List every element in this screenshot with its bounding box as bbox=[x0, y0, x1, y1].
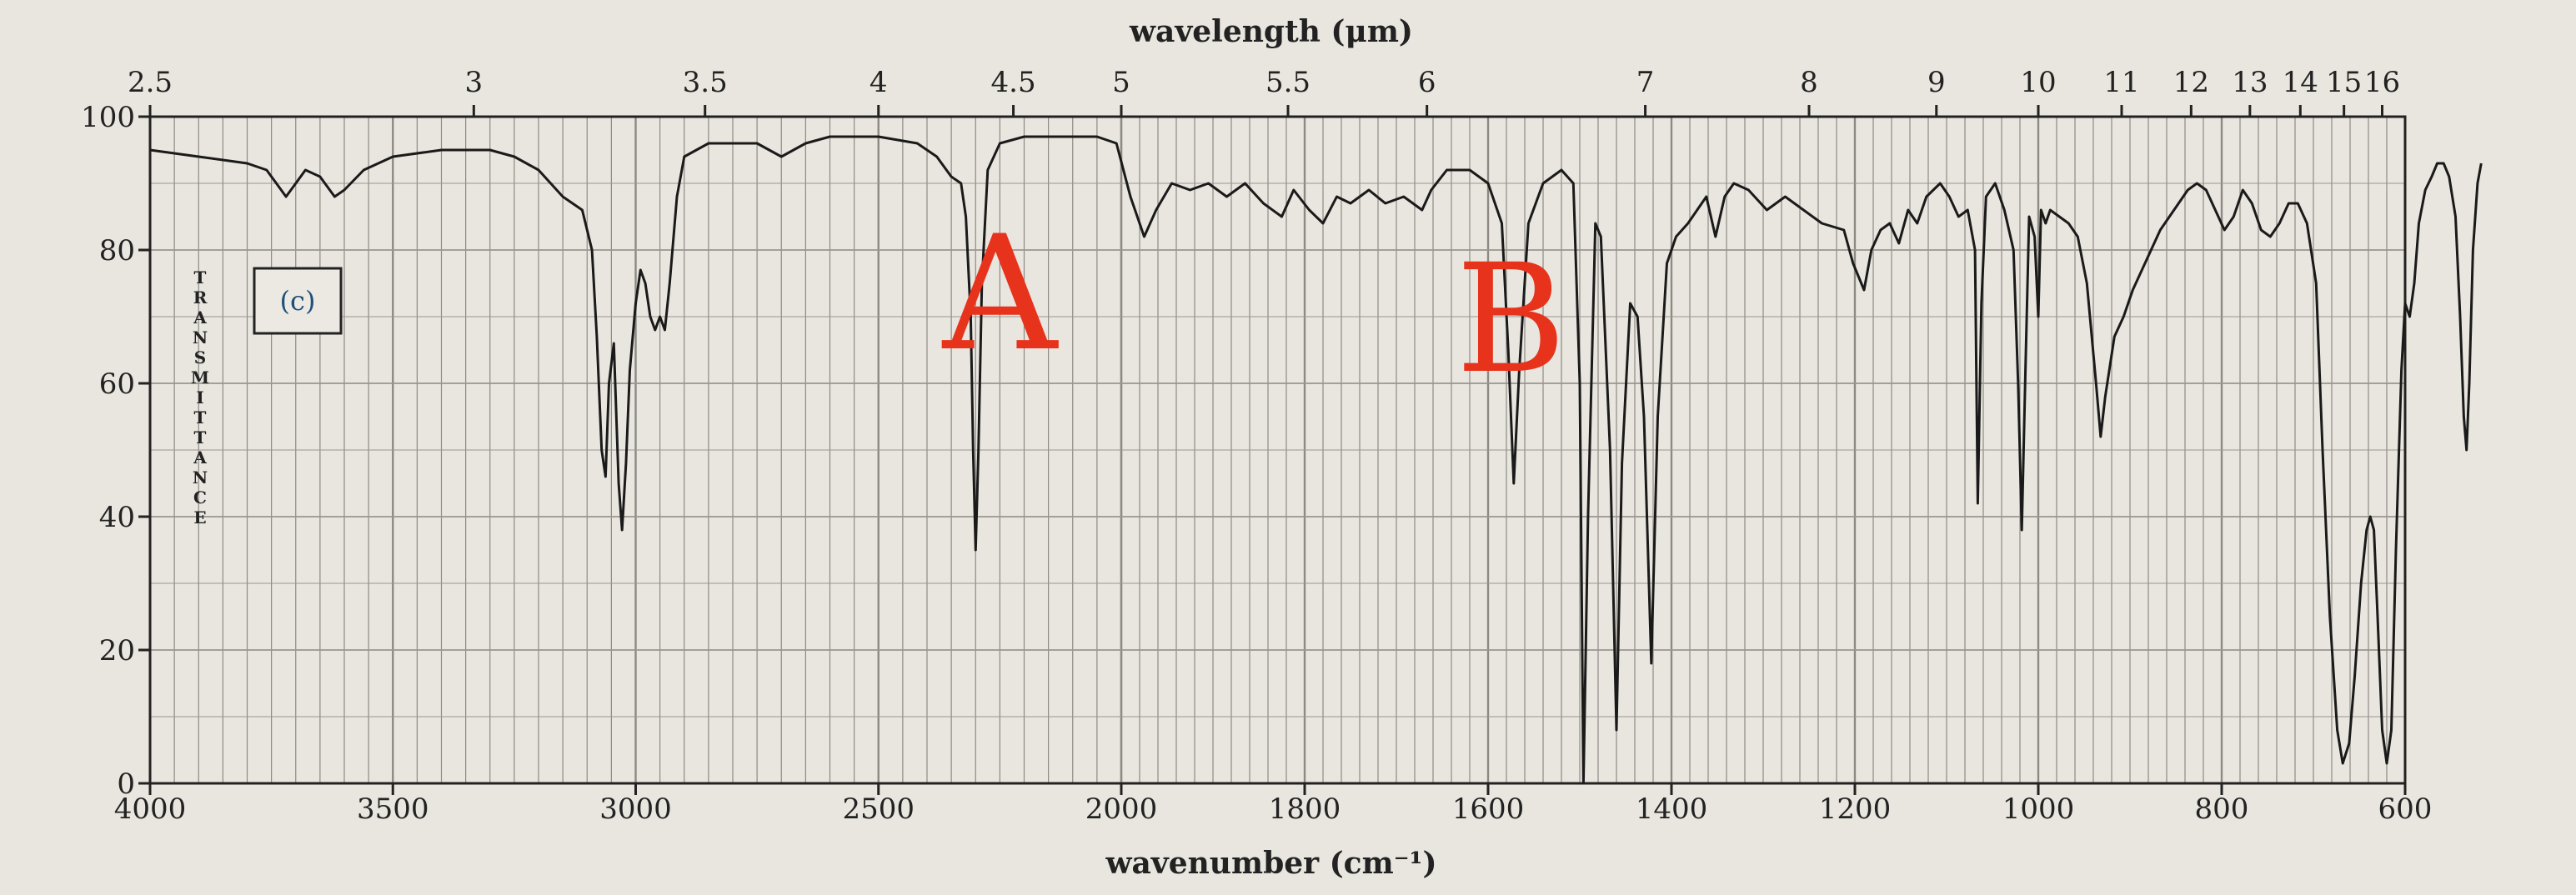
y-axis-label-letter: S bbox=[194, 348, 206, 368]
x-tick-label: 1000 bbox=[2002, 792, 2075, 826]
y-axis-label-letter: A bbox=[193, 448, 207, 468]
y-tick-label: 40 bbox=[99, 501, 135, 534]
x-tick-label: 1600 bbox=[1452, 792, 1525, 826]
top-tick-label: 5 bbox=[1112, 66, 1130, 99]
x-tick-label: 600 bbox=[2378, 792, 2433, 826]
top-tick-label: 6 bbox=[1418, 66, 1436, 99]
top-tick-label: 12 bbox=[2173, 66, 2209, 99]
y-axis-label-letter: R bbox=[193, 288, 208, 308]
annotation-a: A bbox=[941, 202, 1060, 386]
panel-label-box: (c) bbox=[253, 267, 343, 335]
y-axis-label-letter: N bbox=[193, 328, 208, 348]
x-tick-label: 800 bbox=[2195, 792, 2249, 826]
annotation-b: B bbox=[1456, 232, 1566, 407]
top-tick-label: 10 bbox=[2020, 66, 2056, 99]
x-tick-label: 1200 bbox=[1819, 792, 1892, 826]
top-tick-label: 9 bbox=[1927, 66, 1946, 99]
y-axis-label-letter: E bbox=[193, 508, 206, 528]
y-axis-label-letter: N bbox=[193, 468, 208, 488]
y-axis-label-letter: T bbox=[194, 408, 207, 428]
top-tick-label: 4.5 bbox=[991, 66, 1036, 99]
top-tick-label: 14 bbox=[2283, 66, 2318, 99]
top-axis-label: wavelength (μm) bbox=[1129, 14, 1413, 49]
top-tick-label: 16 bbox=[2364, 66, 2400, 99]
x-tick-label: 2500 bbox=[842, 792, 915, 826]
x-tick-label: 3500 bbox=[357, 792, 429, 826]
y-axis-label-letter: C bbox=[193, 488, 207, 508]
spectrum-line bbox=[149, 135, 2483, 785]
x-tick-label: 1800 bbox=[1269, 792, 1341, 826]
top-tick-label: 11 bbox=[2103, 66, 2139, 99]
y-axis-label-letter: I bbox=[196, 388, 203, 408]
top-tick-label: 4 bbox=[870, 66, 888, 99]
plot-frame bbox=[148, 115, 2407, 785]
y-axis-label-letter: A bbox=[193, 308, 207, 328]
panel-label: (c) bbox=[280, 285, 316, 317]
top-tick-label: 3 bbox=[465, 66, 484, 99]
y-axis-label-letter: T bbox=[194, 428, 207, 448]
top-tick-label: 8 bbox=[1800, 66, 1818, 99]
x-tick-label: 1400 bbox=[1636, 792, 1708, 826]
top-tick-label: 5.5 bbox=[1265, 66, 1311, 99]
y-axis-label-letter: T bbox=[194, 268, 207, 288]
x-tick-label: 2000 bbox=[1085, 792, 1158, 826]
top-tick-label: 3.5 bbox=[683, 66, 728, 99]
top-tick-label: 15 bbox=[2326, 66, 2362, 99]
y-axis-label-letter: M bbox=[191, 368, 209, 388]
top-tick-label: 2.5 bbox=[128, 66, 173, 99]
y-tick-label: 60 bbox=[99, 368, 135, 401]
y-tick-label: 0 bbox=[117, 768, 135, 801]
top-tick-label: 7 bbox=[1636, 66, 1655, 99]
x-axis-label: wavenumber (cm⁻¹) bbox=[1105, 846, 1436, 881]
x-tick-label: 3000 bbox=[599, 792, 672, 826]
y-tick-label: 20 bbox=[99, 634, 135, 668]
x-tick-label: 4000 bbox=[114, 792, 187, 826]
y-tick-label: 100 bbox=[81, 101, 135, 134]
top-tick-label: 13 bbox=[2232, 66, 2268, 99]
y-tick-label: 80 bbox=[99, 234, 135, 268]
